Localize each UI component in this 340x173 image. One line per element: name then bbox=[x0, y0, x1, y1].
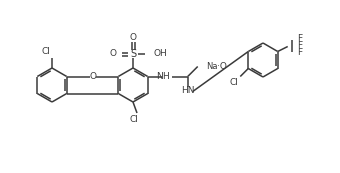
Text: N: N bbox=[156, 72, 163, 81]
Text: F: F bbox=[297, 41, 302, 50]
Text: Cl: Cl bbox=[230, 78, 239, 87]
Text: Cl: Cl bbox=[41, 47, 50, 56]
Text: ·O: ·O bbox=[217, 62, 226, 71]
Text: Na: Na bbox=[206, 62, 217, 71]
Text: S: S bbox=[130, 49, 136, 59]
Text: O: O bbox=[130, 33, 136, 42]
Text: OH: OH bbox=[153, 49, 167, 58]
Text: HN: HN bbox=[181, 86, 194, 95]
Text: F: F bbox=[297, 48, 302, 57]
Text: O: O bbox=[109, 49, 117, 58]
Text: O: O bbox=[89, 72, 96, 81]
Text: H: H bbox=[162, 72, 169, 81]
Text: F: F bbox=[297, 34, 302, 43]
Text: Cl: Cl bbox=[130, 116, 138, 125]
